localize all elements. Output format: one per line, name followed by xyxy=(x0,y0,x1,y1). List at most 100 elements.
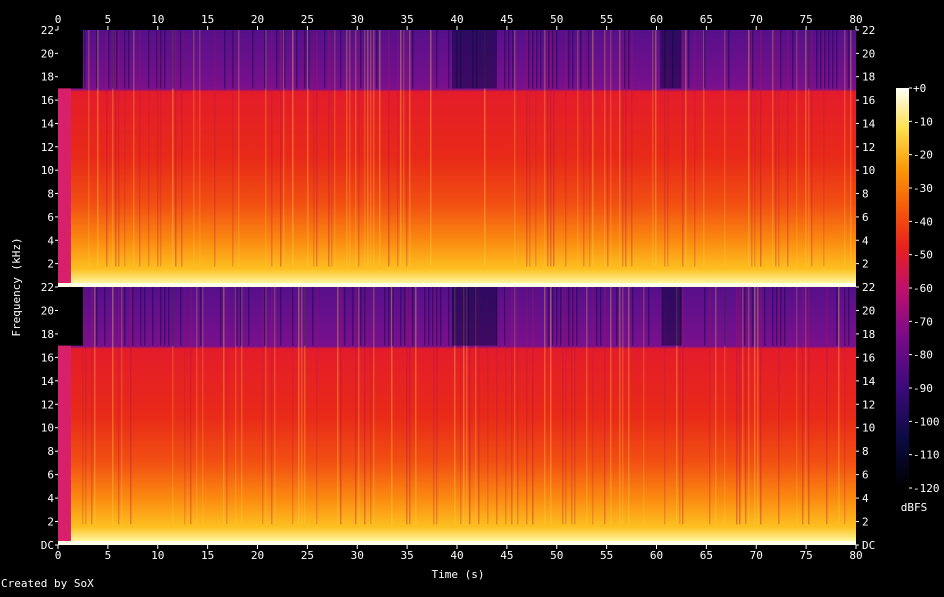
x-axis-label: Time (s) xyxy=(432,568,485,581)
upper-band-streak xyxy=(832,30,834,89)
y-tick-label: 14 xyxy=(41,117,55,130)
y-tick-label: 10 xyxy=(41,164,54,177)
streak xyxy=(805,30,807,267)
colorbar-gradient xyxy=(896,88,909,488)
streak xyxy=(196,287,198,525)
streak xyxy=(724,287,726,525)
y-tick-label: 4 xyxy=(47,234,54,247)
streak xyxy=(778,30,780,267)
upper-band-streak xyxy=(220,287,222,346)
upper-band-streak xyxy=(308,30,310,89)
upper-band-streak xyxy=(140,287,142,346)
streak xyxy=(133,30,135,267)
streak xyxy=(844,30,846,267)
upper-band-streak xyxy=(596,287,598,346)
streak xyxy=(823,30,825,267)
streak xyxy=(364,287,366,525)
upper-band-streak xyxy=(172,287,174,346)
upper-band-streak xyxy=(296,30,298,89)
y-tick-label-right: 10 xyxy=(862,164,875,177)
streak xyxy=(85,287,87,525)
streak xyxy=(622,30,624,267)
x-tick-label-top: 70 xyxy=(750,13,763,26)
axes: 0055101015152020252530303535404045455050… xyxy=(41,13,876,562)
streak xyxy=(235,287,237,525)
streak xyxy=(583,30,585,267)
streak xyxy=(772,30,774,267)
upper-band-streak xyxy=(352,287,354,346)
upper-band-streak xyxy=(828,30,830,89)
x-tick-label: 50 xyxy=(550,549,563,562)
upper-band-streak xyxy=(660,30,662,89)
y-tick-label: 16 xyxy=(41,94,54,107)
x-tick-label-top: 65 xyxy=(700,13,713,26)
streak xyxy=(592,287,594,525)
streak xyxy=(475,287,477,525)
streak xyxy=(433,287,435,525)
colorbar-tick-label: -40 xyxy=(913,215,933,228)
quiet-section xyxy=(452,287,497,346)
streak xyxy=(181,30,183,267)
y-tick-label-right: 12 xyxy=(862,141,875,154)
streak xyxy=(112,30,114,267)
streak xyxy=(91,287,93,525)
x-tick-label: 5 xyxy=(105,549,112,562)
colorbar-tick-label: -120 xyxy=(913,482,940,495)
streak xyxy=(529,30,531,267)
streak xyxy=(796,30,798,267)
streak xyxy=(655,30,657,267)
y-tick-label-right: 16 xyxy=(862,94,875,107)
streak xyxy=(679,287,681,525)
streak xyxy=(223,287,225,525)
streak xyxy=(610,30,612,267)
x-tick-label-top: 20 xyxy=(251,13,264,26)
streak xyxy=(337,287,339,525)
streak xyxy=(544,30,546,267)
upper-band-streak xyxy=(844,287,846,346)
upper-band-streak xyxy=(448,30,450,89)
colorbar-tick-label: +0 xyxy=(913,82,926,95)
streak xyxy=(622,287,624,525)
y-tick-label-right: 18 xyxy=(862,328,875,341)
upper-band-streak xyxy=(148,30,150,89)
colorbar-tick-label: -60 xyxy=(913,282,933,295)
y-tick-label-right: 12 xyxy=(862,398,875,411)
streak xyxy=(184,287,186,525)
y-tick-label: 20 xyxy=(41,304,54,317)
upper-band-streak xyxy=(168,287,170,346)
y-tick-label-right: 20 xyxy=(862,47,875,60)
upper-band-streak xyxy=(616,287,618,346)
streak xyxy=(604,287,606,525)
streak xyxy=(505,287,507,525)
streak xyxy=(787,30,789,267)
streak xyxy=(526,30,528,267)
streak xyxy=(694,30,696,267)
upper-band-streak xyxy=(324,30,326,89)
spectral-streaks xyxy=(88,30,852,267)
upper-band-streak xyxy=(824,30,826,89)
x-tick-label: 75 xyxy=(800,549,813,562)
upper-band-streak xyxy=(552,30,554,89)
x-tick-label-top: 40 xyxy=(450,13,463,26)
upper-band-streak xyxy=(84,30,86,89)
streak xyxy=(355,287,357,525)
streak xyxy=(838,287,840,525)
streak xyxy=(379,30,381,267)
x-tick-label-top: 60 xyxy=(650,13,663,26)
x-tick-label-top: 5 xyxy=(105,13,112,26)
streak xyxy=(283,30,285,267)
upper-band-streak xyxy=(160,287,162,346)
x-tick-label-top: 15 xyxy=(201,13,214,26)
streak xyxy=(526,287,528,525)
streak xyxy=(496,287,498,525)
x-tick-label: 55 xyxy=(600,549,613,562)
streak xyxy=(232,30,234,267)
upper-band-streak xyxy=(248,287,250,346)
footer-credit: Created by SoX xyxy=(1,577,94,590)
upper-band-streak xyxy=(848,30,850,89)
upper-band-streak xyxy=(724,287,726,346)
upper-band-streak xyxy=(436,287,438,346)
silence-region xyxy=(58,30,83,89)
dc-band xyxy=(58,541,856,545)
upper-band-streak xyxy=(412,287,414,346)
